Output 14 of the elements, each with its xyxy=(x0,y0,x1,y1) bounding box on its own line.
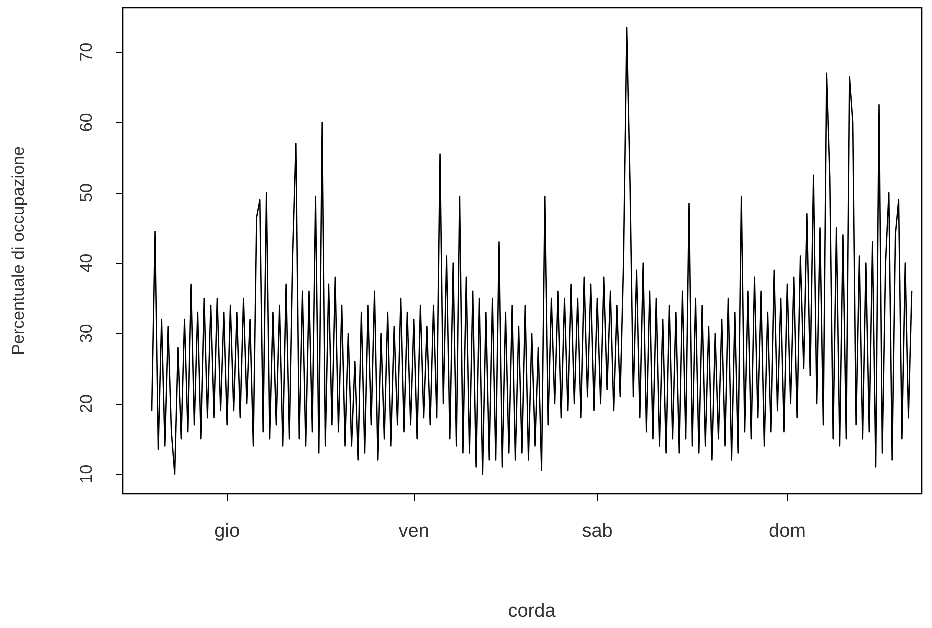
y-axis-title: Percentuale di occupazione xyxy=(9,146,28,356)
x-tick-label: dom xyxy=(769,521,806,542)
x-axis-title: corda xyxy=(508,601,556,622)
x-tick-label: sab xyxy=(582,521,613,542)
y-tick-label: 50 xyxy=(77,184,96,202)
y-tick-label: 10 xyxy=(77,464,96,484)
y-tick-label: 60 xyxy=(77,113,96,132)
y-tick-label: 30 xyxy=(77,324,96,344)
y-tick-label: 40 xyxy=(77,254,96,273)
line-series xyxy=(151,27,913,475)
y-tick-label: 70 xyxy=(77,42,96,62)
y-tick-label: 20 xyxy=(77,394,96,414)
x-tick-label: ven xyxy=(398,521,430,542)
x-tick-label: gio xyxy=(214,521,240,542)
